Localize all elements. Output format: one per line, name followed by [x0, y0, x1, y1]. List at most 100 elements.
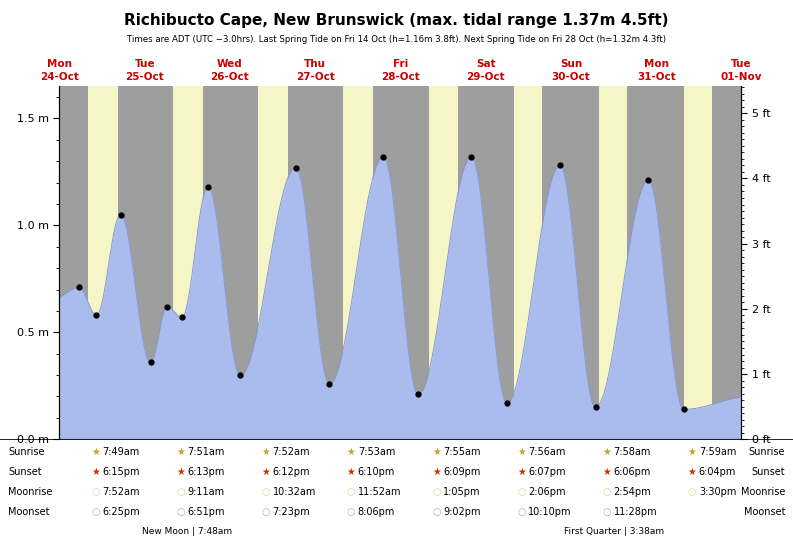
Text: 6:04pm: 6:04pm: [699, 467, 736, 477]
Text: 01-Nov: 01-Nov: [721, 72, 762, 82]
Text: New Moon | 7:48am: New Moon | 7:48am: [142, 527, 232, 536]
Text: ○: ○: [432, 487, 441, 497]
Text: ○: ○: [603, 507, 611, 517]
Text: 24-Oct: 24-Oct: [40, 72, 79, 82]
Text: ○: ○: [518, 507, 526, 517]
Text: ★: ★: [603, 447, 611, 457]
Text: 7:59am: 7:59am: [699, 447, 736, 457]
Text: 7:23pm: 7:23pm: [273, 507, 310, 517]
Text: 3:30pm: 3:30pm: [699, 487, 736, 497]
Text: 2:06pm: 2:06pm: [528, 487, 566, 497]
Text: ★: ★: [432, 447, 441, 457]
Text: ○: ○: [603, 487, 611, 497]
Text: 6:10pm: 6:10pm: [358, 467, 395, 477]
Text: Sunset: Sunset: [8, 467, 41, 477]
Text: ○: ○: [91, 487, 100, 497]
Text: 6:12pm: 6:12pm: [273, 467, 310, 477]
Text: Mon: Mon: [644, 59, 668, 69]
Text: ★: ★: [688, 447, 696, 457]
Text: 6:07pm: 6:07pm: [528, 467, 566, 477]
Text: 6:15pm: 6:15pm: [102, 467, 140, 477]
Text: 11:52am: 11:52am: [358, 487, 401, 497]
Text: ★: ★: [91, 467, 100, 477]
Text: Moonset: Moonset: [744, 507, 785, 517]
Text: 10:10pm: 10:10pm: [528, 507, 572, 517]
Text: 7:49am: 7:49am: [102, 447, 140, 457]
Text: 6:06pm: 6:06pm: [614, 467, 651, 477]
Bar: [684, 86, 711, 439]
Text: 8:06pm: 8:06pm: [358, 507, 395, 517]
Text: 25-Oct: 25-Oct: [125, 72, 164, 82]
Text: Times are ADT (UTC −3.0hrs). Last Spring Tide on Fri 14 Oct (h=1.16m 3.8ft). Nex: Times are ADT (UTC −3.0hrs). Last Spring…: [127, 35, 666, 44]
Text: ○: ○: [432, 507, 441, 517]
Text: Moonrise: Moonrise: [741, 487, 785, 497]
Text: Moonset: Moonset: [8, 507, 49, 517]
Text: 30-Oct: 30-Oct: [552, 72, 590, 82]
Text: ★: ★: [347, 467, 355, 477]
Text: ★: ★: [347, 447, 355, 457]
Text: ★: ★: [603, 467, 611, 477]
Text: 7:58am: 7:58am: [614, 447, 651, 457]
Text: 28-Oct: 28-Oct: [381, 72, 419, 82]
Text: 7:52am: 7:52am: [273, 447, 310, 457]
Text: Moonrise: Moonrise: [8, 487, 52, 497]
Text: 26-Oct: 26-Oct: [211, 72, 249, 82]
Text: 1:05pm: 1:05pm: [443, 487, 481, 497]
Text: ★: ★: [176, 467, 185, 477]
Text: ★: ★: [517, 447, 526, 457]
Text: Fri: Fri: [393, 59, 408, 69]
Text: 29-Oct: 29-Oct: [466, 72, 505, 82]
Text: First Quarter | 3:38am: First Quarter | 3:38am: [564, 527, 664, 536]
Text: ○: ○: [91, 507, 100, 517]
Bar: [514, 86, 542, 439]
Text: 7:52am: 7:52am: [102, 487, 140, 497]
Text: ○: ○: [347, 507, 355, 517]
Bar: [428, 86, 458, 439]
Text: ○: ○: [177, 507, 185, 517]
Text: ★: ★: [432, 467, 441, 477]
Text: Sunset: Sunset: [752, 467, 785, 477]
Text: 27-Oct: 27-Oct: [296, 72, 335, 82]
Bar: [343, 86, 373, 439]
Text: 6:25pm: 6:25pm: [102, 507, 140, 517]
Text: 7:56am: 7:56am: [528, 447, 565, 457]
Text: ★: ★: [262, 467, 270, 477]
Text: 7:53am: 7:53am: [358, 447, 395, 457]
Text: ★: ★: [176, 447, 185, 457]
Text: 7:51am: 7:51am: [187, 447, 224, 457]
Text: Sunrise: Sunrise: [749, 447, 785, 457]
Text: ○: ○: [518, 487, 526, 497]
Text: 9:02pm: 9:02pm: [443, 507, 481, 517]
Text: ○: ○: [688, 487, 696, 497]
Text: 9:11am: 9:11am: [187, 487, 224, 497]
Text: ○: ○: [177, 487, 185, 497]
Text: Tue: Tue: [134, 59, 155, 69]
Text: 2:54pm: 2:54pm: [614, 487, 651, 497]
Text: 11:28pm: 11:28pm: [614, 507, 657, 517]
Bar: [87, 86, 117, 439]
Text: 6:13pm: 6:13pm: [187, 467, 224, 477]
Text: 6:09pm: 6:09pm: [443, 467, 481, 477]
Text: ○: ○: [262, 507, 270, 517]
Text: ★: ★: [688, 467, 696, 477]
Bar: [173, 86, 202, 439]
Text: Thu: Thu: [305, 59, 326, 69]
Text: 31-Oct: 31-Oct: [637, 72, 676, 82]
Text: ★: ★: [91, 447, 100, 457]
Bar: [258, 86, 288, 439]
Text: Sat: Sat: [476, 59, 496, 69]
Text: ○: ○: [262, 487, 270, 497]
Text: Wed: Wed: [217, 59, 243, 69]
Text: 7:55am: 7:55am: [443, 447, 481, 457]
Text: ★: ★: [517, 467, 526, 477]
Text: ○: ○: [347, 487, 355, 497]
Text: Sun: Sun: [560, 59, 582, 69]
Text: Mon: Mon: [47, 59, 72, 69]
Text: 10:32am: 10:32am: [273, 487, 316, 497]
Text: 6:51pm: 6:51pm: [187, 507, 225, 517]
Text: ★: ★: [262, 447, 270, 457]
Text: Richibucto Cape, New Brunswick (max. tidal range 1.37m 4.5ft): Richibucto Cape, New Brunswick (max. tid…: [125, 13, 668, 29]
Text: Tue: Tue: [731, 59, 752, 69]
Text: Sunrise: Sunrise: [8, 447, 44, 457]
Bar: [599, 86, 626, 439]
